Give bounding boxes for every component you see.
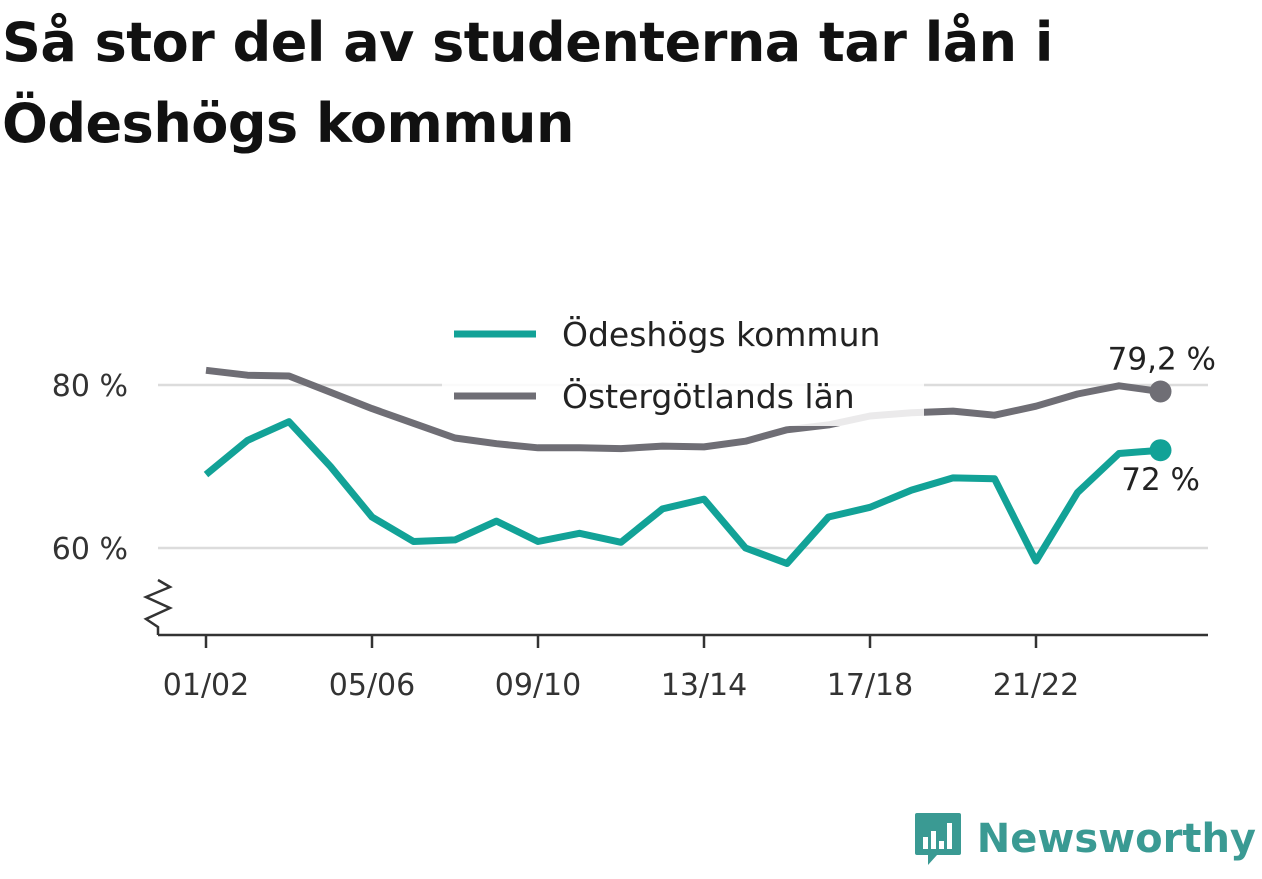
bar-chart-speech-icon — [914, 813, 961, 865]
legend-label-lan: Östergötlands län — [562, 376, 855, 416]
brand-name: Newsworthy — [976, 816, 1256, 862]
end-marker-lan — [1149, 380, 1172, 403]
end-marker-kommun — [1149, 439, 1172, 462]
y-axis-ticks: 60 % 80 % — [52, 369, 128, 567]
legend-label-kommun: Ödeshögs kommun — [562, 314, 880, 354]
legend: Ödeshögs kommun Östergötlands län — [442, 314, 924, 426]
x-tick-label-01/02: 01/02 — [163, 668, 249, 703]
x-axis-ticks: 01/02 05/06 09/10 13/14 17/18 21/22 — [163, 635, 1079, 703]
newsworthy-logo: Newsworthy — [913, 811, 1256, 867]
series-line-lan — [205, 366, 1161, 453]
series-line-kommun — [203, 418, 1161, 567]
x-tick-label-09/10: 09/10 — [495, 668, 581, 703]
x-tick-label-05/06: 05/06 — [329, 668, 415, 703]
x-tick-label-17/18: 17/18 — [827, 668, 913, 703]
end-label-kommun: 72 % — [1121, 462, 1200, 498]
y-tick-label-80: 80 % — [52, 369, 128, 404]
x-tick-label-21/22: 21/22 — [993, 668, 1079, 703]
y-tick-label-60: 60 % — [52, 532, 128, 567]
series-end-markers: 72 % 79,2 % — [1108, 342, 1216, 499]
series-lines — [203, 366, 1161, 567]
end-label-lan: 79,2 % — [1108, 342, 1216, 378]
chart-title: Så stor del av studenterna tar lån i Öde… — [2, 11, 1053, 155]
x-tick-label-13/14: 13/14 — [661, 668, 747, 703]
y-axis-break — [142, 578, 174, 635]
